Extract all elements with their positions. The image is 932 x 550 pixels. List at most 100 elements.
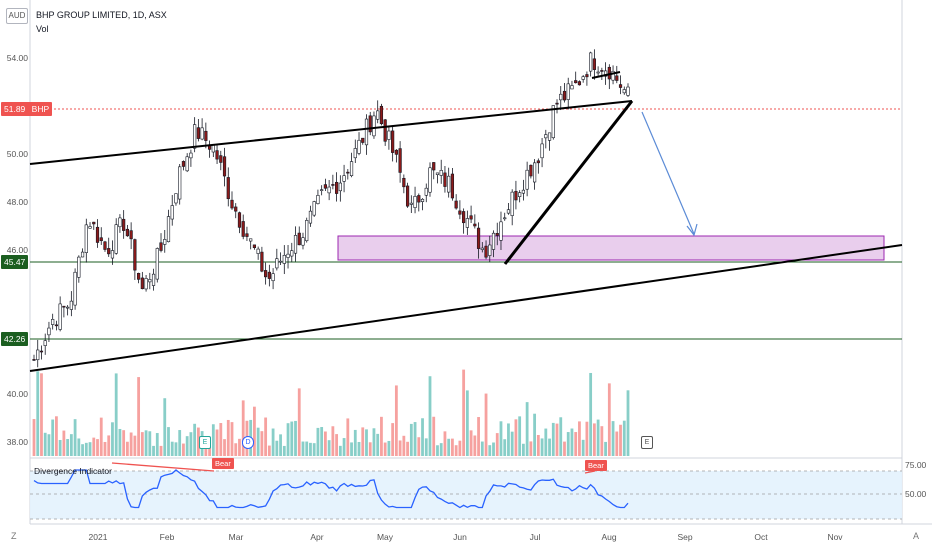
volume-bar bbox=[103, 441, 107, 456]
volume-bar bbox=[163, 398, 167, 456]
candle-body bbox=[551, 105, 555, 139]
volume-bar bbox=[342, 438, 346, 456]
projection-arrow[interactable] bbox=[641, 111, 695, 235]
volume-bar bbox=[622, 420, 626, 456]
candle-body bbox=[379, 105, 384, 125]
volume-bar bbox=[73, 419, 77, 456]
symbol-title: BHP GROUP LIMITED, 1D, ASX bbox=[36, 10, 167, 20]
volume-bar bbox=[432, 416, 436, 456]
channel-upper-trendline[interactable] bbox=[29, 100, 633, 165]
candle-body bbox=[39, 350, 44, 353]
volume-bar bbox=[592, 423, 596, 456]
earnings-marker-2[interactable]: E bbox=[641, 436, 653, 449]
candle-body bbox=[92, 221, 96, 225]
support-trendline[interactable] bbox=[503, 100, 634, 265]
candle-body bbox=[293, 235, 298, 254]
volume-bar bbox=[297, 388, 301, 456]
volume-bar bbox=[394, 385, 398, 456]
volume-bar bbox=[503, 439, 507, 456]
candle-body bbox=[178, 166, 182, 200]
volume-bar bbox=[223, 439, 226, 456]
candle-body bbox=[428, 167, 432, 193]
volume-bar bbox=[211, 424, 215, 456]
candle-body bbox=[491, 232, 496, 250]
volume-bar bbox=[88, 442, 92, 456]
auto-scale-button[interactable]: A bbox=[913, 531, 920, 541]
volume-bar bbox=[544, 428, 548, 456]
candle-body bbox=[476, 227, 481, 249]
candle-body bbox=[402, 177, 406, 188]
candle-body bbox=[290, 250, 294, 257]
volume-bar bbox=[353, 429, 357, 456]
volume-bar bbox=[144, 430, 148, 456]
candle-body bbox=[488, 244, 492, 256]
candle-body bbox=[125, 228, 129, 237]
candle-body bbox=[267, 271, 271, 279]
volume-bar bbox=[607, 383, 611, 456]
volume-bars bbox=[32, 369, 630, 456]
indicator-title[interactable]: Divergence Indicator bbox=[34, 466, 112, 476]
candle-body bbox=[529, 164, 533, 177]
volume-bar bbox=[286, 423, 290, 456]
candle-body bbox=[450, 173, 455, 199]
candle-body bbox=[47, 327, 51, 336]
candle-body bbox=[151, 273, 156, 286]
candle-body bbox=[118, 217, 122, 228]
currency-badge[interactable]: AUD bbox=[6, 8, 28, 24]
candle-body bbox=[622, 89, 626, 94]
demand-zone-rectangle[interactable] bbox=[337, 235, 885, 261]
volume-bar bbox=[581, 439, 585, 456]
candle-body bbox=[181, 161, 186, 167]
volume-bar bbox=[256, 427, 260, 456]
volume-bar bbox=[525, 402, 529, 456]
volume-bar bbox=[626, 390, 630, 456]
candle-body bbox=[432, 162, 436, 171]
earnings-marker-1[interactable]: E bbox=[199, 436, 211, 449]
volume-bar bbox=[241, 400, 245, 456]
candle-body bbox=[398, 148, 402, 173]
candle-body bbox=[570, 85, 574, 90]
volume-bar bbox=[301, 441, 305, 456]
candle-body bbox=[200, 127, 204, 140]
candle-body bbox=[256, 248, 260, 254]
volume-bar bbox=[125, 441, 129, 456]
price-tick-48: 48.00 bbox=[6, 197, 28, 207]
candle-body bbox=[323, 184, 327, 189]
volume-bar bbox=[458, 440, 462, 456]
candle-body bbox=[368, 115, 372, 133]
candle-body bbox=[514, 190, 518, 201]
volume-bar bbox=[84, 442, 88, 456]
bear-divergence-line-1 bbox=[111, 462, 215, 472]
volume-bar bbox=[40, 373, 43, 456]
timezone-button[interactable]: Z bbox=[11, 531, 17, 541]
volume-bar bbox=[92, 437, 96, 456]
volume-bar bbox=[424, 438, 428, 456]
time-label-mar: Mar bbox=[228, 532, 244, 542]
candle-body bbox=[114, 224, 118, 254]
candle-body bbox=[409, 202, 413, 205]
candle-body bbox=[193, 124, 197, 149]
channel-lower-trendline[interactable] bbox=[29, 244, 903, 372]
candle-body bbox=[245, 233, 249, 237]
dividend-marker[interactable]: D bbox=[242, 436, 254, 449]
volume-bar bbox=[69, 434, 73, 456]
volume-bar bbox=[193, 423, 197, 456]
volume-bar bbox=[451, 438, 454, 456]
volume-bar bbox=[323, 431, 327, 456]
candle-body bbox=[316, 195, 320, 204]
volume-bar bbox=[477, 417, 480, 456]
volume-bar bbox=[507, 423, 510, 456]
volume-bar bbox=[152, 445, 155, 456]
candle-body bbox=[286, 253, 290, 258]
candle-body bbox=[544, 134, 548, 139]
volume-legend: Vol bbox=[36, 24, 49, 34]
volume-bar bbox=[43, 432, 47, 456]
time-label-jun: Jun bbox=[453, 532, 467, 542]
short-trendline[interactable] bbox=[591, 71, 621, 79]
candle-body bbox=[577, 81, 582, 86]
candle-body bbox=[185, 156, 189, 172]
indicator-tick-75: 75.00 bbox=[905, 460, 927, 470]
volume-bar bbox=[578, 421, 581, 456]
